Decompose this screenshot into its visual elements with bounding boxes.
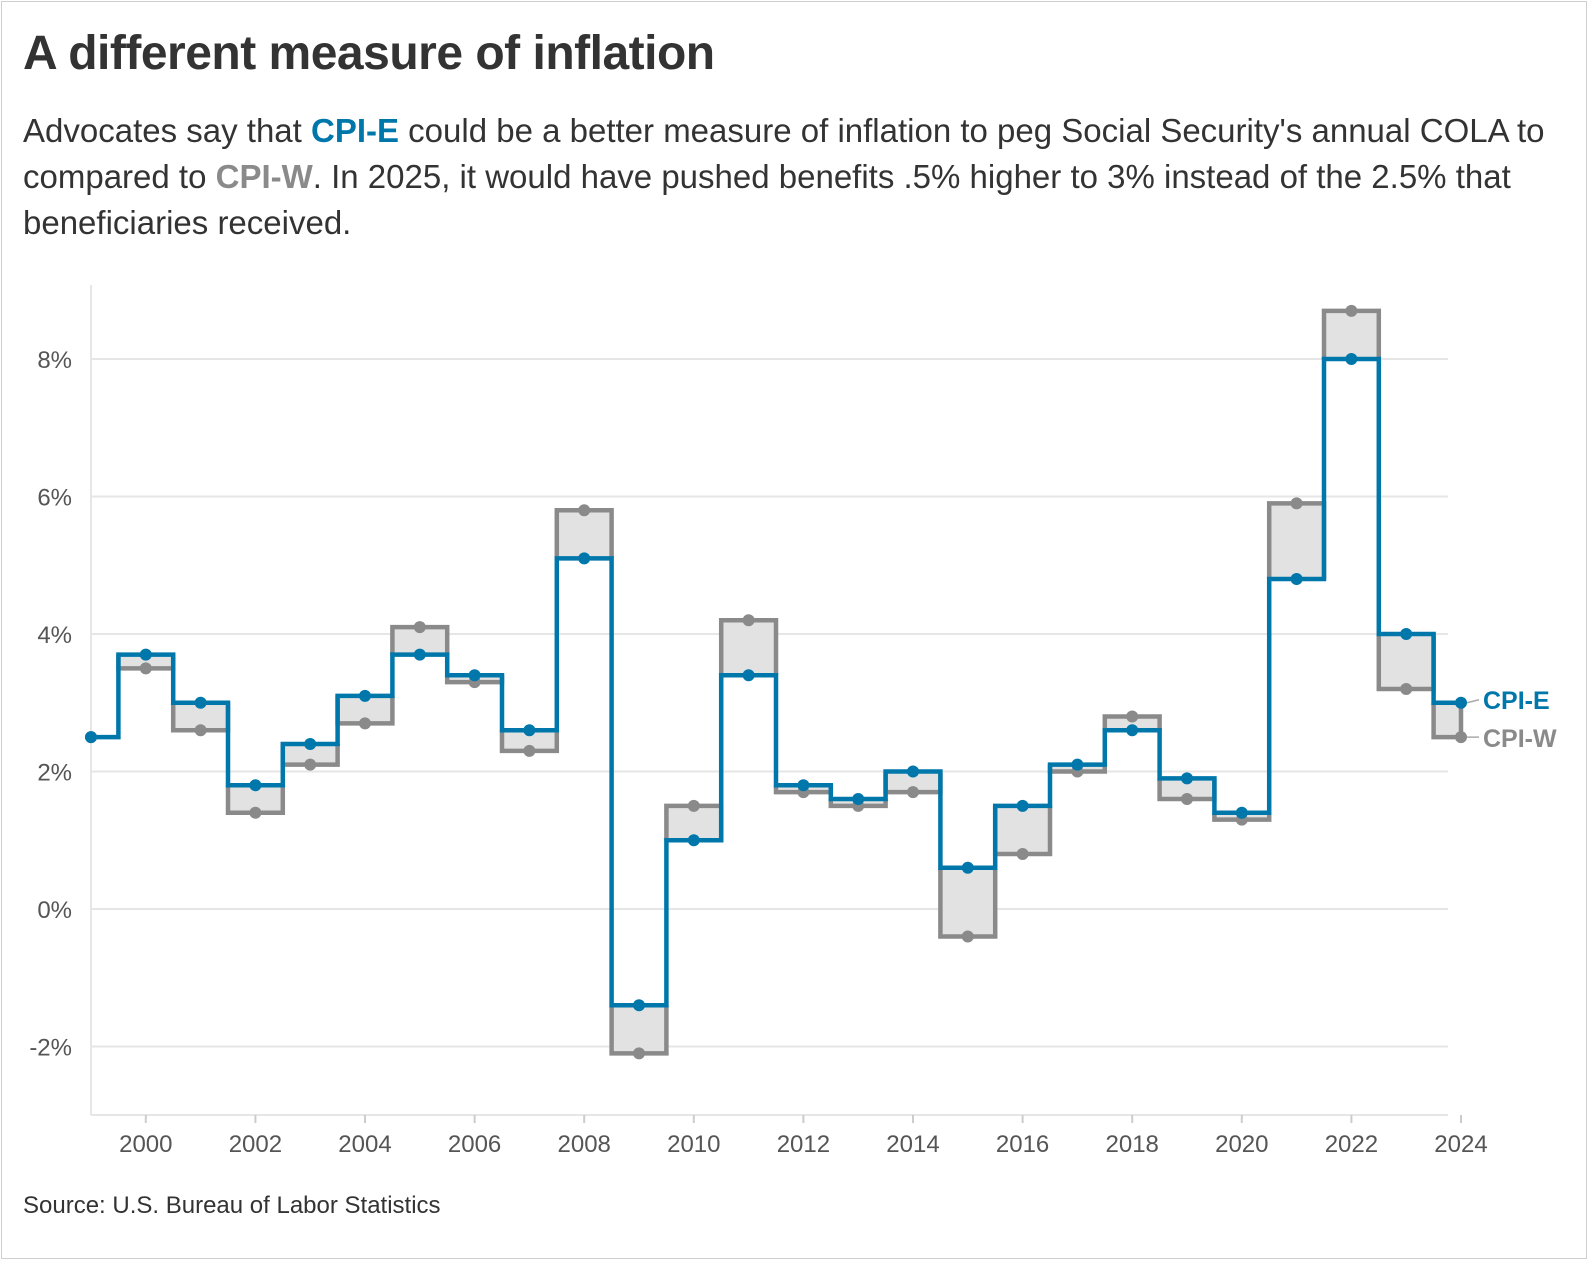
subtitle-part-1: Advocates say that	[23, 112, 311, 149]
cpi-e-point	[413, 648, 426, 661]
series-lines	[91, 308, 1464, 1056]
cpi-e-point	[1016, 799, 1029, 812]
subtitle-part-2: could be a better measure of inflation t…	[23, 112, 1545, 195]
cpi-w-point	[523, 744, 536, 757]
cpi-e-point	[578, 552, 591, 565]
cpi-w-step	[1431, 702, 1464, 740]
x-tick-label: 2002	[229, 1131, 282, 1158]
cpi-e-point	[85, 731, 97, 744]
cpi-e-point	[523, 724, 536, 737]
cpi-w-point	[1181, 793, 1193, 805]
cpi-e-point	[1455, 696, 1467, 709]
x-tick-label: 2014	[886, 1131, 939, 1158]
subtitle-cpi-w-highlight: CPI-W	[215, 158, 313, 195]
cpi-w-series-label: CPI-W	[1483, 725, 1557, 753]
cpi-e-point	[742, 669, 755, 682]
y-tick-label: 8%	[37, 347, 72, 374]
cpi-e-point	[1400, 628, 1413, 640]
x-tick-label: 2020	[1215, 1131, 1268, 1158]
cpi-e-point	[687, 834, 700, 847]
cpi-w-point	[1126, 710, 1139, 723]
x-tick-label: 2022	[1325, 1131, 1378, 1158]
difference-band	[720, 619, 778, 677]
y-tick-label: 0%	[37, 897, 72, 924]
cpi-w-point	[1400, 683, 1413, 695]
chart-title: A different measure of inflation	[23, 27, 715, 80]
cpi-e-point	[907, 765, 919, 778]
cpi-e-point	[1345, 353, 1358, 365]
cpi-e-series-label: CPI-E	[1483, 687, 1550, 715]
cpi-w-point	[139, 662, 152, 675]
cpi-w-point	[687, 799, 700, 812]
x-tick-label: 2006	[448, 1131, 501, 1158]
cpi-w-point	[961, 930, 974, 943]
cpi-w-point	[578, 504, 591, 517]
x-tick-label: 2010	[667, 1131, 720, 1158]
cpi-e-point	[961, 861, 974, 874]
tick-labels: -2% 0% 2% 4% 6% 8% 2000 2002 2004 2006 2008 2010 201…	[29, 347, 1557, 1158]
difference-band	[939, 866, 997, 938]
x-tick-label: 2000	[119, 1131, 172, 1158]
subtitle-part-3: . In 2025, it would have pushed benefits…	[23, 158, 1511, 241]
difference-band	[1323, 309, 1380, 360]
cpi-w-point	[1290, 497, 1303, 510]
cpi-e-point	[468, 669, 481, 682]
axes	[90, 285, 1462, 1123]
difference-band	[555, 509, 613, 560]
difference-band	[610, 1004, 668, 1055]
cpi-w-point	[359, 717, 371, 730]
cpi-e-point	[1181, 772, 1193, 785]
cpi-e-label-connector	[1466, 699, 1480, 704]
cpi-e-point	[359, 689, 371, 702]
y-tick-label: 2%	[37, 760, 72, 787]
x-tick-label: 2008	[558, 1131, 611, 1158]
cpi-w-point	[1345, 304, 1358, 317]
cpi-e-point	[633, 999, 645, 1012]
cpi-w-point	[413, 621, 426, 634]
cpi-w-point	[249, 806, 262, 819]
cpi-w-point	[194, 724, 207, 737]
subtitle-cpi-e-highlight: CPI-E	[311, 112, 400, 149]
cpi-w-point	[1016, 848, 1029, 860]
x-tick-label: 2012	[777, 1131, 830, 1158]
y-tick-label: 4%	[37, 622, 72, 649]
gridlines	[91, 358, 1448, 1048]
cpi-w-point	[907, 786, 919, 799]
cpi-w-point	[633, 1047, 645, 1060]
cpi-e-point	[1071, 758, 1084, 771]
cpi-w-point	[304, 758, 317, 771]
y-tick-label: 6%	[37, 485, 72, 512]
cpi-e-point	[1235, 806, 1248, 819]
cpi-w-point	[742, 614, 755, 627]
cpi-e-point	[1290, 573, 1303, 585]
cpi-e-point	[797, 779, 810, 792]
difference-band	[994, 804, 1052, 855]
x-tick-label: 2024	[1434, 1131, 1487, 1158]
cpi-e-point	[139, 648, 152, 661]
cpi-e-point	[852, 793, 865, 805]
difference-bands	[117, 309, 1462, 1055]
difference-band	[1377, 633, 1435, 690]
cpi-e-point	[249, 779, 262, 792]
cpi-w-point	[1455, 731, 1467, 744]
difference-band	[1432, 701, 1462, 739]
cpi-e-point	[194, 696, 207, 709]
cpi-e-point	[304, 738, 317, 750]
difference-band	[1268, 502, 1325, 580]
chart-subtitle: Advocates say that CPI-E could be a bett…	[23, 108, 1563, 246]
data-points	[85, 304, 1467, 1060]
x-tick-label: 2004	[338, 1131, 391, 1158]
cpi-e-point	[1126, 724, 1139, 737]
x-tick-label: 2018	[1106, 1131, 1159, 1158]
x-tick-label: 2016	[996, 1131, 1049, 1158]
source-note: Source: U.S. Bureau of Labor Statistics	[23, 1192, 441, 1219]
y-tick-label: -2%	[29, 1035, 72, 1062]
